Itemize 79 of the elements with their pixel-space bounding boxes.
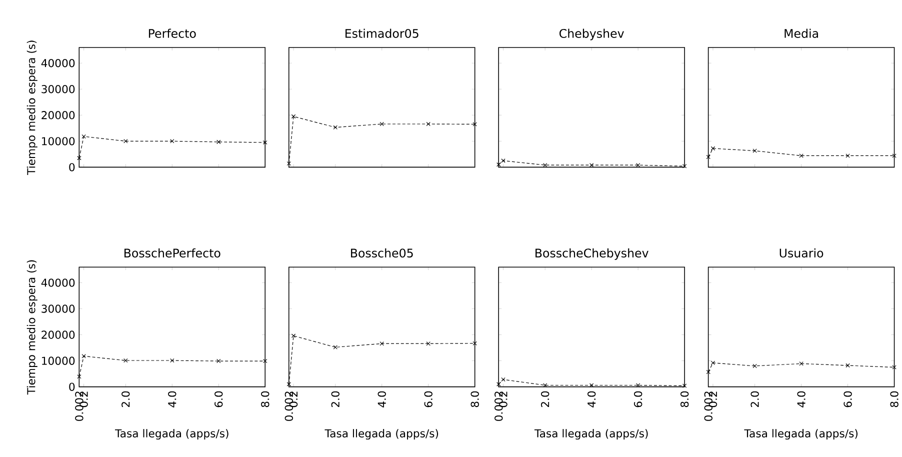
y-tick-label: 10000 (42, 137, 75, 146)
point (710, 146, 716, 151)
point (170, 139, 174, 144)
point (216, 358, 221, 364)
point (82, 354, 86, 358)
point (710, 360, 716, 365)
chart-title: Media (784, 28, 818, 38)
point (77, 374, 82, 379)
x-tick-label: 2.0 (331, 391, 340, 408)
x-tick-label: 6.0 (214, 391, 223, 408)
x-tick-label: 8.0 (890, 391, 898, 408)
x-tick-label: 6.0 (634, 391, 642, 408)
chart-title: Perfecto (148, 28, 196, 38)
x-tick-label: 6.0 (424, 391, 432, 408)
point (426, 122, 430, 126)
point (799, 154, 804, 158)
point (682, 384, 687, 388)
chart-title: Usuario (780, 248, 824, 258)
chart-title: BosschePerfecto (124, 248, 220, 258)
chart-title: BosscheChebyshev (536, 248, 648, 260)
x-tick-label: 2.0 (750, 391, 759, 408)
x-tick-label: 8.0 (470, 391, 479, 408)
point (263, 140, 268, 145)
chart-title: Bossche05 (351, 248, 413, 258)
y-tick-label: 30000 (42, 304, 75, 313)
point (291, 334, 296, 338)
point (706, 154, 710, 160)
y-tick-label: 20000 (42, 330, 75, 339)
y-tick-label: 30000 (42, 85, 75, 94)
point (706, 370, 710, 374)
point (333, 345, 338, 350)
point (380, 122, 384, 126)
point (892, 154, 896, 158)
x-tick-label: 2.0 (540, 391, 550, 408)
point (846, 363, 850, 368)
point (799, 362, 804, 366)
chart-title: Estimador05 (346, 28, 418, 38)
y-tick-label: 40000 (41, 278, 75, 287)
y-tick-label: 10000 (42, 356, 75, 365)
x-tick-label: 2.0 (122, 391, 130, 408)
y-tick-label: 0 (69, 382, 75, 391)
x-axis-title: Tasa llegada (apps/s) (114, 429, 228, 440)
point (216, 140, 221, 144)
x-tick-label: 4.0 (378, 391, 386, 408)
point (77, 156, 82, 160)
x-tick-label: 8.0 (680, 391, 689, 408)
y-axis-title: Tiempo medio espera (s) (26, 40, 38, 175)
x-tick-label: 4.0 (587, 391, 596, 408)
y-axis-title: Tiempo medio espera (s) (26, 260, 38, 395)
y-tick-label: 0 (69, 163, 75, 172)
point (170, 358, 174, 363)
point (892, 365, 896, 370)
point (124, 139, 128, 144)
point (846, 154, 850, 158)
x-axis-title: Tasa llegada (apps/s) (744, 429, 858, 440)
point (501, 377, 506, 382)
point (124, 358, 128, 363)
y-tick-label: 40000 (41, 58, 75, 68)
point (263, 358, 268, 364)
point (472, 122, 477, 126)
point (542, 383, 548, 388)
point (472, 341, 477, 346)
point (82, 134, 86, 139)
x-axis-title: Tasa llegada (apps/s) (534, 429, 648, 440)
x-tick-label: 6.0 (844, 391, 852, 408)
point (291, 114, 296, 119)
point (752, 148, 757, 153)
y-tick-label: 20000 (42, 111, 75, 120)
x-tick-label: 4.0 (168, 391, 176, 408)
point (380, 341, 384, 346)
point (636, 383, 640, 388)
point (426, 341, 430, 346)
x-axis-title: Tasa llegada (apps/s) (324, 429, 438, 440)
chart-title: Chebyshev (560, 28, 624, 40)
point (752, 364, 757, 368)
point (333, 125, 338, 130)
x-tick-label: 8.0 (261, 391, 270, 408)
x-tick-label: 4.0 (797, 391, 806, 408)
point (589, 383, 594, 388)
